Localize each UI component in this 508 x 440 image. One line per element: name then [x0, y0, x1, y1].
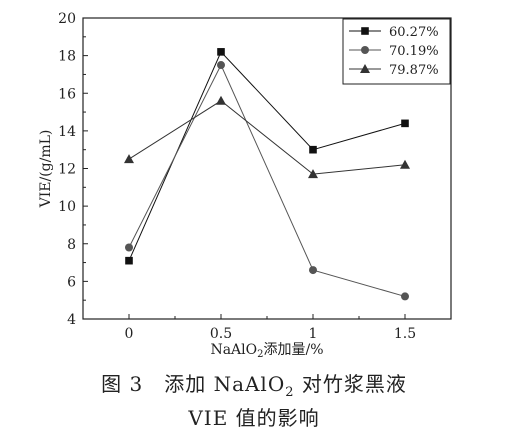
- legend: 60.27% 70.19% 79.87%: [342, 18, 451, 85]
- data-point: [309, 266, 317, 275]
- data-point: [401, 119, 409, 128]
- caption-prefix: 图 3 添加 NaAlO: [101, 372, 286, 396]
- chart: 4 6 8 10 12 14 16 18 20 0 0.5 1 1.5 VIE/(g/mL) NaAlO…: [38, 11, 452, 360]
- caption-subscript: 2: [285, 385, 295, 400]
- series-3: [124, 95, 410, 179]
- y-tick-label: 6: [67, 274, 76, 290]
- legend-marker: [361, 46, 369, 54]
- legend-marker: [360, 64, 370, 73]
- data-point: [125, 243, 133, 252]
- series-line: [128, 63, 406, 297]
- x-axis-label-subscript: 2: [257, 349, 263, 360]
- data-point: [217, 61, 225, 70]
- data-point: [309, 145, 317, 154]
- data-point: [216, 95, 226, 105]
- ticks-layer: 4 6 8 10 12 14 16 18 20 0 0.5 1 1.5: [58, 11, 416, 342]
- x-tick-label: 0: [125, 326, 134, 342]
- legend-marker: [361, 27, 369, 35]
- y-tick-label: 12: [58, 162, 76, 178]
- data-point: [400, 159, 410, 169]
- x-axis-label: NaAlO2添加量/%: [210, 342, 323, 360]
- series-line: [128, 100, 406, 175]
- series-layer: [124, 48, 410, 301]
- figure-caption-line1: 图 3 添加 NaAlO2 对竹浆黑液: [0, 368, 508, 400]
- y-tick-label: 16: [58, 86, 76, 102]
- x-tick-label: 1.5: [394, 326, 416, 342]
- series-2: [125, 61, 409, 301]
- legend-label: 60.27%: [389, 25, 439, 40]
- y-tick-label: 20: [58, 11, 76, 27]
- y-axis-label: VIE/(g/mL): [38, 130, 54, 209]
- y-tick-label: 8: [67, 237, 76, 253]
- data-point: [217, 48, 225, 56]
- legend-label: 70.19%: [389, 44, 439, 59]
- legend-box: [342, 18, 451, 85]
- data-point: [308, 169, 318, 179]
- y-tick-label: 18: [58, 49, 76, 65]
- figure-caption-line2: VIE 值的影响: [188, 406, 320, 430]
- data-point: [125, 256, 133, 265]
- legend-label: 79.87%: [389, 63, 439, 78]
- y-tick-label: 10: [58, 199, 76, 215]
- x-axis-label-main: NaAlO: [210, 342, 257, 358]
- caption-suffix: 对竹浆黑液: [294, 372, 407, 396]
- y-tick-label: 14: [58, 124, 76, 140]
- data-point: [401, 292, 409, 301]
- x-tick-label: 1: [309, 326, 318, 342]
- data-point: [124, 154, 134, 164]
- y-tick-label: 4: [67, 312, 76, 328]
- x-tick-label: 0.5: [210, 326, 232, 342]
- x-axis-label-rest: 添加量/%: [264, 342, 324, 358]
